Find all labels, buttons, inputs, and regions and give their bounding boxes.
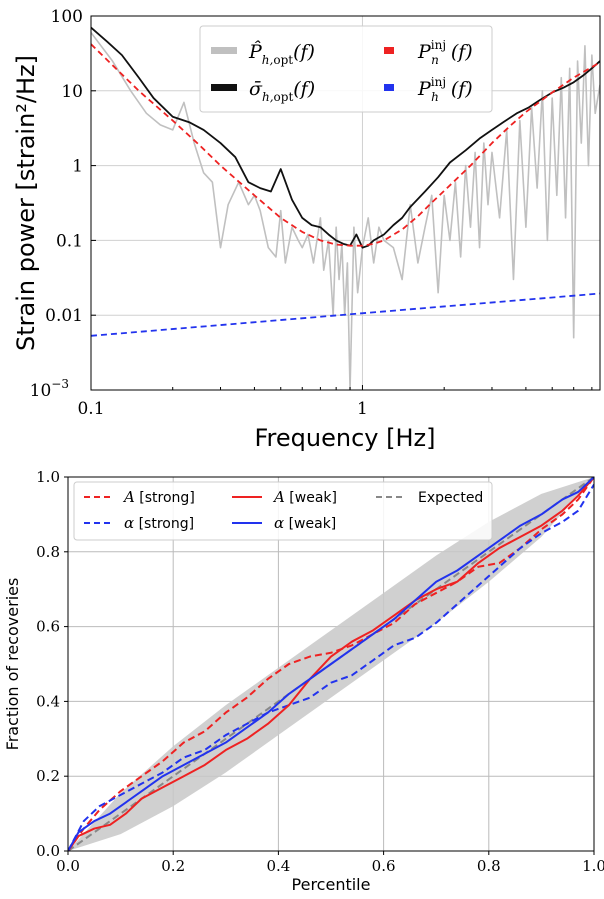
pp-series-alpha-strong [68, 483, 594, 851]
spectrum-y-tick-label: 1 [72, 157, 83, 177]
spectrum-axes-frame [90, 15, 601, 391]
pp-x-tick-label: 0.2 [161, 857, 185, 875]
spectrum-y-tick-label: 100 [51, 7, 83, 27]
pp-x-tick-label: 0.6 [372, 857, 396, 875]
legend-swatch-sigma [211, 84, 237, 91]
pp-x-axis-label: Percentile [292, 875, 371, 894]
spectrum-x-axis-label: Frequency [Hz] [255, 424, 436, 452]
spectrum-x-tick-label: 0.1 [77, 399, 104, 419]
spectrum-legend-box [199, 25, 493, 113]
spectrum-ticks: 10−3 0.01 0.1 1 10 100 0.1 1 [30, 7, 593, 419]
pp-y-tick-label: 0.0 [36, 842, 60, 860]
spectrum-x-tick-label: 1 [357, 399, 368, 419]
legend-label-alpha-strong: α [strong] [124, 514, 194, 532]
legend-swatch-p-hat [211, 47, 237, 54]
legend-label-a-weak: A [weak] [272, 488, 337, 506]
pp-y-tick-label: 0.4 [36, 692, 60, 710]
pp-y-axis-label: Fraction of recoveries [3, 578, 22, 751]
spectrum-series-pn-inj [91, 43, 600, 247]
legend-label-alpha-weak: α [weak] [274, 514, 336, 532]
pp-y-tick-label: 0.2 [36, 767, 60, 785]
legend-swatch-pn-inj [384, 47, 394, 54]
pp-series-a-weak [68, 477, 594, 851]
pp-ticks: 0.0 0.2 0.4 0.6 0.8 1.0 0.0 0.2 0.4 0.6 0.8 1.0 [36, 468, 604, 875]
legend-label-a-strong: A [strong] [122, 488, 195, 506]
spectrum-legend: P̂h,opt(f) σ̄h,opt(f) Pinj n (f) Pinj h (f) [199, 25, 493, 113]
legend-label-expected: Expected [418, 490, 483, 506]
pp-plot-chart: 0.0 0.2 0.4 0.6 0.8 1.0 0.0 0.2 0.4 0.6 0.8 1.0 Per… [3, 468, 604, 894]
spectrum-y-tick-label: 0.01 [45, 306, 83, 326]
spectrum-y-tick-label: 10−3 [30, 377, 69, 401]
pp-y-tick-label: 1.0 [36, 468, 60, 486]
spectrum-series-sigma-bar [91, 26, 600, 249]
spectrum-series-ph-inj [91, 292, 600, 337]
spectrum-chart: 10−3 0.01 0.1 1 10 100 0.1 1 Frequency [Hz] Str… [12, 7, 601, 452]
pp-y-tick-label: 0.8 [36, 543, 60, 561]
pp-x-tick-label: 0.8 [477, 857, 501, 875]
pp-plot-area [68, 477, 594, 851]
spectrum-y-tick-label: 10 [61, 82, 83, 102]
legend-label-p-hat: P̂h,opt(f) [248, 41, 315, 67]
pp-y-tick-label: 0.6 [36, 618, 60, 636]
pp-series-alpha-weak [68, 477, 594, 851]
pp-axes-frame [67, 476, 595, 852]
spectrum-y-axis-label: Strain power [strain²/Hz] [12, 55, 40, 351]
legend-label-ph-inj: Pinj h (f) [417, 75, 473, 104]
pp-x-tick-label: 0.0 [56, 857, 80, 875]
pp-x-tick-label: 1.0 [582, 857, 604, 875]
spectrum-series-p-hat [91, 32, 600, 390]
spectrum-y-tick-label: 0.1 [56, 231, 83, 251]
legend-swatch-ph-inj [384, 84, 394, 91]
spectrum-plot-area [91, 26, 600, 390]
pp-legend: A [strong] α [strong] A [weak] α [weak] … [73, 481, 493, 541]
pp-x-tick-label: 0.4 [266, 857, 290, 875]
